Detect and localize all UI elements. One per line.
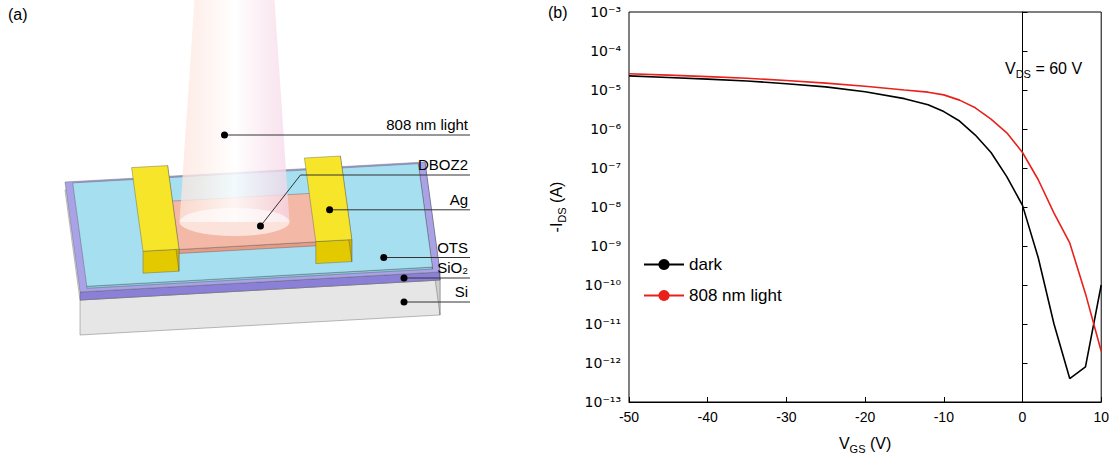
svg-text:(A): (A) (548, 182, 565, 208)
svg-text:10⁻⁸: 10⁻⁸ (590, 199, 621, 215)
svg-text:OTS: OTS (437, 239, 468, 256)
svg-text:-30: -30 (776, 409, 796, 425)
svg-text:Ag: Ag (450, 191, 468, 208)
svg-text:10⁻¹³: 10⁻¹³ (585, 394, 621, 410)
svg-text:(V): (V) (865, 435, 891, 452)
svg-text:-10: -10 (934, 409, 954, 425)
svg-text:dark: dark (689, 255, 723, 274)
svg-text:(b): (b) (548, 4, 568, 21)
svg-text:GS: GS (850, 443, 866, 455)
svg-text:808 nm light: 808 nm light (386, 116, 469, 133)
svg-text:10⁻¹⁰: 10⁻¹⁰ (585, 277, 622, 293)
svg-text:-20: -20 (855, 409, 875, 425)
svg-text:(a): (a) (8, 6, 28, 23)
svg-text:10⁻⁴: 10⁻⁴ (590, 43, 621, 59)
svg-text:DBOZ2: DBOZ2 (418, 156, 468, 173)
svg-text:SiO₂: SiO₂ (437, 259, 468, 276)
svg-text:-I: -I (548, 223, 565, 233)
svg-text:V: V (1005, 60, 1016, 77)
svg-text:Si: Si (455, 283, 468, 300)
svg-text:10⁻⁶: 10⁻⁶ (590, 121, 621, 137)
svg-text:DS: DS (556, 207, 568, 222)
svg-text:10⁻¹¹: 10⁻¹¹ (585, 316, 621, 332)
svg-text:-40: -40 (698, 409, 718, 425)
svg-text:10⁻¹²: 10⁻¹² (585, 355, 621, 371)
svg-text:10⁻⁹: 10⁻⁹ (590, 238, 621, 254)
svg-text:= 60 V: = 60 V (1031, 60, 1082, 77)
svg-text:10: 10 (1093, 409, 1109, 425)
svg-text:-50: -50 (619, 409, 639, 425)
svg-text:10⁻⁷: 10⁻⁷ (590, 160, 621, 176)
svg-text:V: V (839, 435, 850, 452)
svg-text:DS: DS (1016, 68, 1031, 80)
svg-text:0: 0 (1019, 409, 1027, 425)
svg-text:808 nm light: 808 nm light (689, 286, 782, 305)
svg-text:10⁻³: 10⁻³ (590, 4, 621, 20)
svg-text:10⁻⁵: 10⁻⁵ (590, 82, 621, 98)
